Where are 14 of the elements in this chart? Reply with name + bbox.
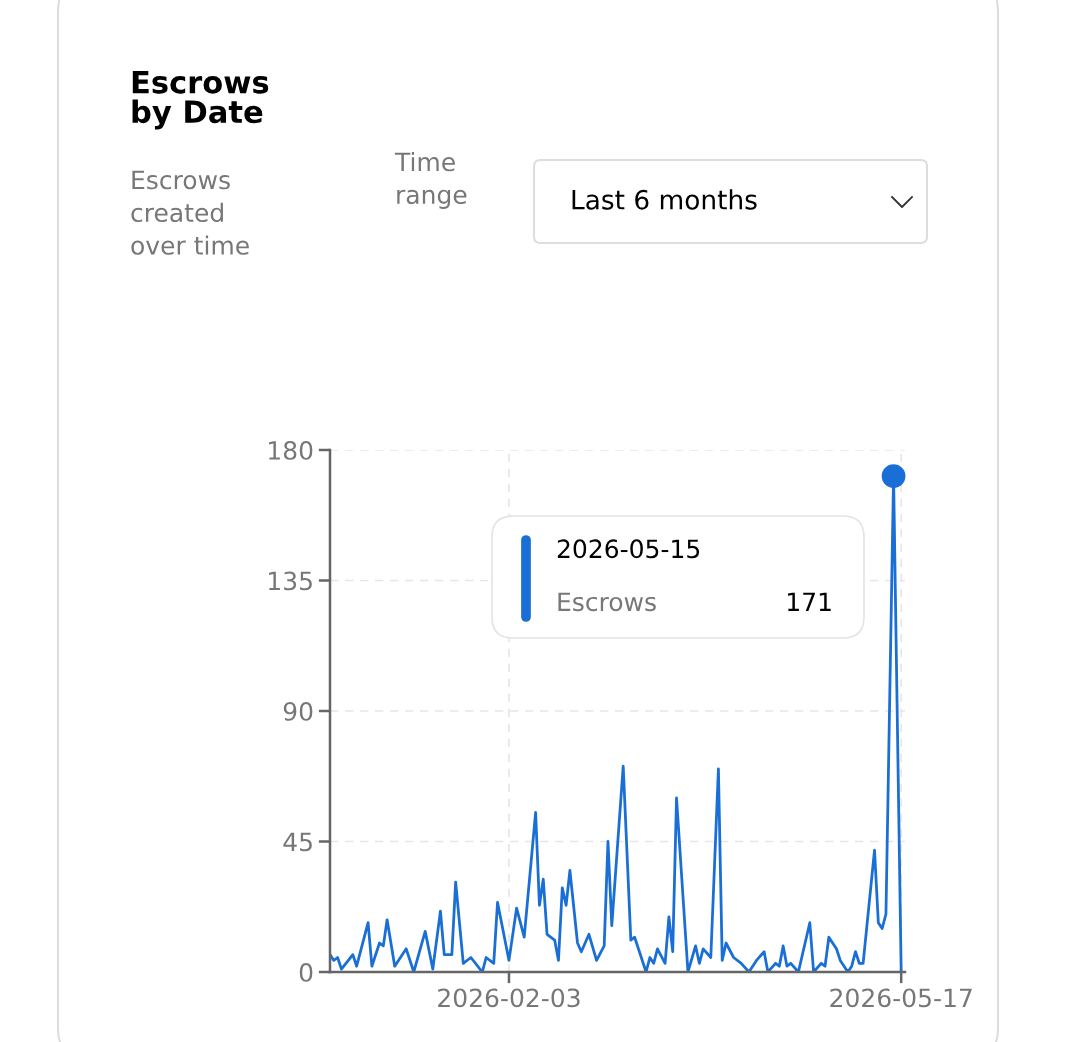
text: Last 6 months (572, 189, 757, 210)
text: Escrows (558, 592, 656, 612)
annotation: 171 (788, 592, 831, 611)
y-tick-label: 45 (283, 832, 312, 852)
chart-title: Escrows by Date (132, 70, 269, 130)
x-tick-label: 2026-05-17 (830, 988, 972, 1008)
x-tick-label: 2026-02-03 (438, 988, 580, 1008)
y-tick-label: 90 (283, 701, 313, 721)
text: Time range (394, 152, 467, 209)
y-tick-label: 135 (269, 571, 312, 591)
y-tick-label: 180 (269, 440, 313, 460)
annotation: 2026-05-15 (557, 539, 700, 559)
y-tick-label: 0 (299, 962, 313, 982)
chart-subtitle: Escrows created over time (131, 170, 249, 255)
